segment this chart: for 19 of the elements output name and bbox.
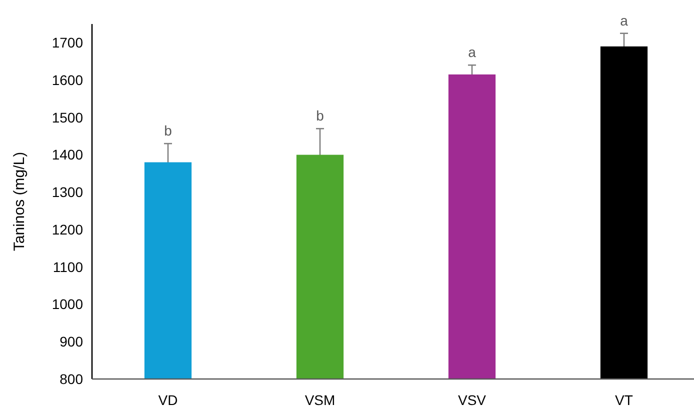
y-tick-label: 1300 (52, 184, 84, 200)
y-tick-label: 1100 (52, 258, 84, 275)
x-tick-label: VT (615, 392, 634, 407)
y-tick-label: 900 (60, 334, 84, 350)
y-tick-label: 1600 (52, 72, 84, 88)
x-tick-label: VSM (304, 392, 336, 407)
annotation: b (164, 122, 172, 139)
y-tick-label: 1700 (52, 34, 84, 51)
annotation: b (316, 108, 324, 124)
x-tick-label: VD (158, 392, 178, 407)
x-tick-label: VSV (458, 392, 487, 407)
y-tick-label: 1400 (52, 146, 84, 163)
annotation: a (468, 44, 476, 60)
y-tick-label: 1500 (52, 109, 84, 126)
y-tick-label: 1000 (52, 296, 84, 312)
y-tick-label: 1200 (52, 221, 84, 238)
y-axis-title: Taninos (mg/L) (11, 152, 28, 252)
y-tick-label: 800 (60, 370, 84, 387)
annotation: a (620, 12, 628, 28)
